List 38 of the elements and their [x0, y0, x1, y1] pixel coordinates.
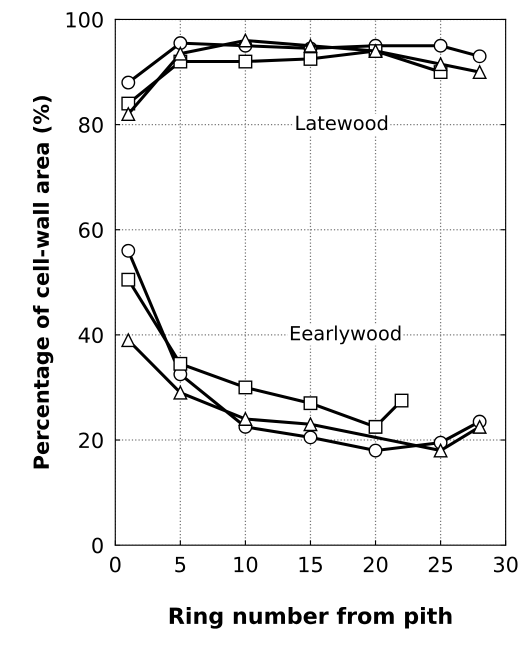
x-tick-label: 5 [175, 556, 186, 572]
x-tick-label: 30 [494, 556, 518, 572]
point [368, 420, 382, 434]
point [304, 430, 318, 444]
point [304, 52, 318, 66]
x-tick-label: 10 [234, 556, 258, 572]
point [173, 356, 188, 371]
y-tick-label: 80 [79, 117, 103, 133]
point [368, 444, 382, 458]
y-tick-label: 100 [66, 12, 103, 28]
point [121, 244, 136, 258]
point [238, 34, 252, 48]
point [304, 396, 318, 410]
x-tick-label: 20 [364, 556, 388, 572]
point [121, 272, 136, 287]
point [472, 420, 487, 434]
point [121, 333, 136, 348]
point [121, 76, 136, 90]
point [472, 49, 487, 64]
point [173, 46, 188, 61]
x-tick-label: 0 [110, 556, 121, 572]
y-tick-label: 20 [79, 432, 103, 448]
x-axis-title: Ring number from pith [170, 606, 452, 629]
point [304, 38, 318, 53]
x-tick-label: 15 [300, 556, 322, 572]
annotation: Latewood [296, 115, 388, 130]
y-tick-label: 60 [79, 222, 103, 238]
point [238, 380, 252, 394]
point [434, 38, 448, 53]
y-tick-label: 40 [78, 327, 103, 344]
point [238, 54, 252, 68]
annotation: Eearlywood [290, 325, 400, 344]
point [173, 386, 188, 400]
point [394, 394, 409, 408]
point [173, 36, 188, 50]
y-tick-label: 0 [92, 538, 103, 554]
y-axis-title: Percentage of cell-wall area (%) [32, 96, 54, 468]
x-tick-label: 25 [428, 556, 452, 572]
